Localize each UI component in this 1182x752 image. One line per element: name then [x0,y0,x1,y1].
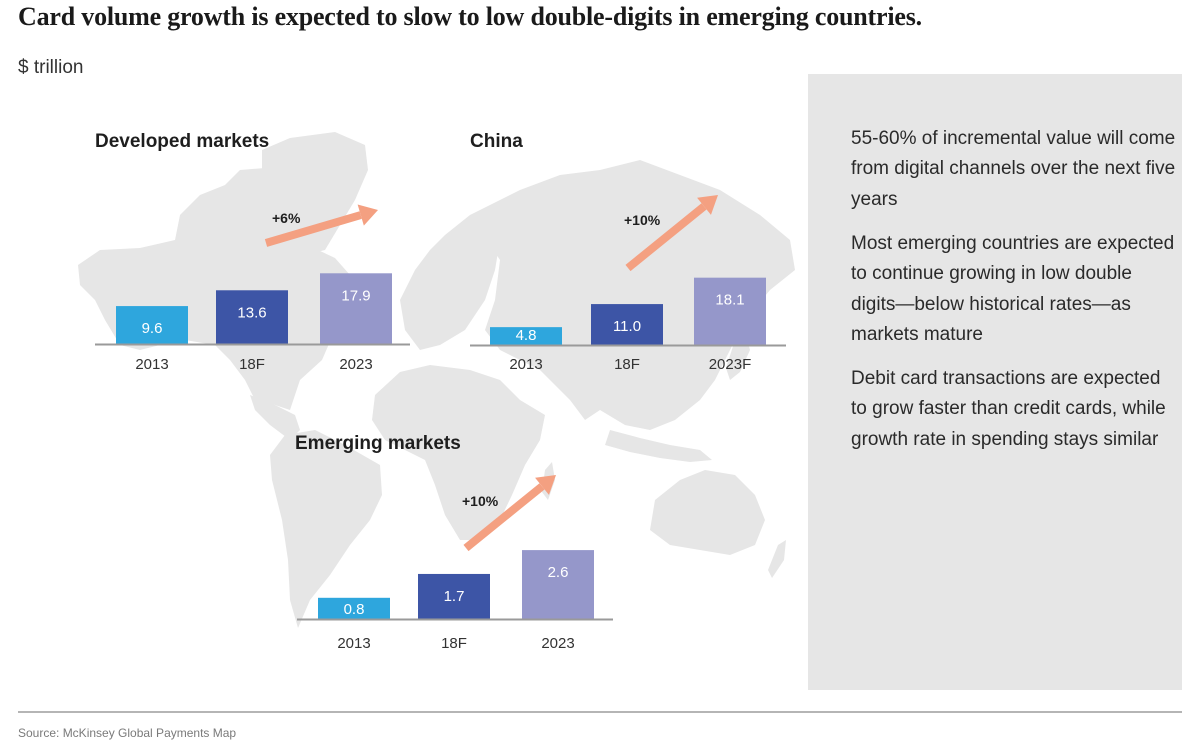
tick-labels-emerging: 2013 18F 2023 [337,635,574,652]
chart-title: Card volume growth is expected to slow t… [18,2,922,31]
growth-label-developed: +6% [272,210,301,226]
tick-label-developed-18F: 18F [239,356,265,373]
continent-australia [650,470,765,555]
continent-africa [372,365,545,540]
continent-greenland [262,132,368,255]
arrow-head-china [697,195,718,215]
bars-china: 4.8 11.0 18.1 [490,277,766,345]
insight-debit-cards: Debit card transactions are expected to … [851,368,1166,450]
tick-label-developed-2013: 2013 [135,356,168,373]
continents [78,132,795,628]
growth-label-china: +10% [624,212,661,228]
tick-labels-developed: 2013 18F 2023 [135,356,372,373]
bar-emerging-2023 [522,550,594,619]
tick-labels-china: 2013 18F 2023F [509,356,751,373]
insight-emerging-growth: Most emerging countries are expected to … [851,233,1175,346]
bar-developed-2013 [116,306,188,344]
bar-emerging-2013 [318,597,390,619]
tick-label-developed-2023: 2023 [339,356,372,373]
data-label-developed-18F: 13.6 [237,304,266,321]
bar-emerging-18F [418,573,490,619]
data-label-emerging-2023: 2.6 [548,564,569,581]
bar-developed-18F [216,290,288,344]
bars-developed: 9.6 13.6 17.9 [116,273,392,344]
arrow-shaft-china [625,203,707,272]
data-label-developed-2013: 9.6 [142,320,163,337]
chart-developed-markets: Developed markets +6% 9.6 13.6 17.9 2013 18… [95,131,410,373]
bar-china-2013 [490,327,562,345]
continent-asia [470,160,795,430]
continent-north-america [78,168,350,410]
continent-central-america [250,395,300,440]
tick-label-china-2013: 2013 [509,356,542,373]
source-note: Source: McKinsey Global Payments Map [18,726,237,740]
data-label-emerging-18F: 1.7 [444,588,465,605]
chart-title-developed: Developed markets [95,131,269,152]
chart-emerging-markets: Emerging markets +10% 0.81.72.6 2013 18F 2… [295,433,613,652]
bar-china-18F [591,304,663,345]
growth-arrow-emerging [463,475,556,552]
island-new-zealand [768,540,786,578]
chart-title-china: China [470,131,523,152]
arrow-head-developed [357,204,378,226]
data-label-china-2013: 4.8 [516,327,537,344]
chart-china: China +10% 4.8 11.0 18.1 2013 18F 2023F [470,131,786,373]
footer-divider [18,711,1182,713]
tick-label-emerging-18F: 18F [441,635,467,652]
data-label-china-18F: 11.0 [613,318,641,335]
arrow-shaft-developed [264,211,362,247]
continent-south-america [270,430,382,628]
islands-southeast-asia [605,430,712,462]
growth-label-emerging: +10% [462,493,499,509]
bar-china-2023F [694,277,766,345]
tick-label-china-2023F: 2023F [709,356,752,373]
tick-label-china-18F: 18F [614,356,640,373]
data-label-china-2023F: 18.1 [715,292,744,309]
data-label-developed-2023: 17.9 [341,287,370,304]
insight-digital-channels: 55-60% of incremental value will come fr… [851,128,1176,210]
tick-label-emerging-2023: 2023 [541,635,574,652]
tick-label-emerging-2013: 2013 [337,635,370,652]
bars-emerging: 0.8 1.7 2.6 [318,550,594,619]
arrow-head-emerging [535,475,556,495]
growth-arrow-developed [264,204,378,247]
insights-panel: 55-60% of incremental value will come fr… [808,74,1182,690]
chart-title-emerging: Emerging markets [295,433,461,454]
growth-arrow-china [625,195,718,272]
arrow-shaft-emerging [463,483,545,552]
bar-developed-2023 [320,273,392,344]
continent-europe [400,210,500,350]
unit-label: $ trillion [18,57,84,78]
data-label-emerging-2013: 0.8 [344,601,365,618]
